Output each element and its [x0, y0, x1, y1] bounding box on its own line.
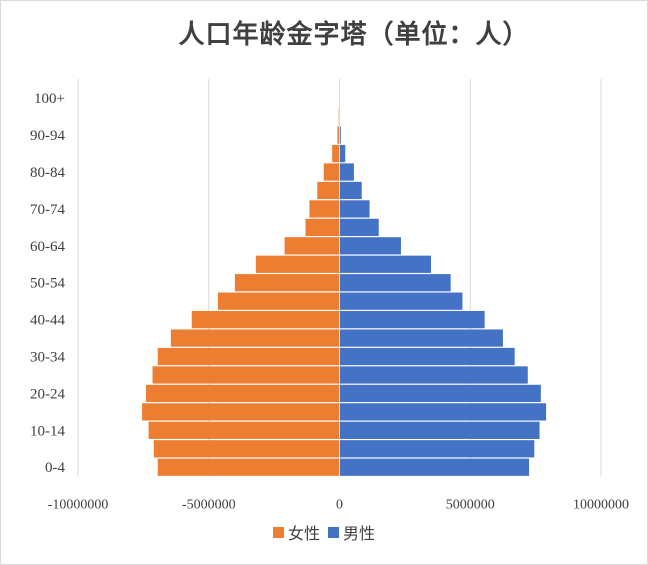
legend-swatch-female	[272, 526, 284, 538]
y-tick-label: 30-34	[30, 350, 65, 366]
bar-female-45-49	[217, 292, 340, 310]
bar-male-10-14	[339, 421, 540, 439]
legend: 女性 男性	[0, 520, 648, 544]
bar-female-10-14	[148, 421, 340, 439]
bar-male-55-59	[339, 255, 432, 273]
bar-female-50-54	[234, 274, 340, 292]
bar-female-60-64	[284, 237, 340, 255]
x-tick-label: 0	[336, 497, 343, 512]
bar-female-85-89	[332, 144, 340, 163]
bars	[142, 89, 547, 477]
bar-male-85-89	[339, 144, 346, 163]
bar-male-90-94	[339, 126, 341, 144]
y-tick-label: 60-64	[30, 239, 65, 255]
bar-male-45-49	[339, 292, 463, 310]
y-tick-label: 80-84	[30, 165, 65, 181]
y-tick-label: 10-14	[30, 423, 65, 439]
x-tick-label: 10000000	[573, 497, 629, 512]
bar-female-20-24	[145, 384, 340, 403]
bar-male-70-74	[339, 200, 370, 218]
bar-male-25-29	[339, 366, 528, 384]
legend-swatch-male	[328, 526, 339, 538]
y-axis-labels: 0-4 10-14 20-24 30-34 40-44 50-54 60-64 70-74 80…	[30, 91, 65, 476]
bar-male-40-44	[339, 311, 485, 329]
bar-female-25-29	[152, 366, 340, 384]
x-tick-label: -10000000	[48, 497, 109, 512]
y-tick-label: 100+	[34, 91, 65, 107]
y-tick-label: 70-74	[30, 202, 65, 218]
bar-male-30-34	[339, 347, 515, 366]
bar-female-40-44	[191, 311, 340, 329]
x-tick-label: -5000000	[182, 497, 236, 512]
bar-male-20-24	[339, 384, 541, 403]
bar-female-35-39	[170, 329, 340, 347]
bar-male-50-54	[339, 274, 451, 292]
bar-male-15-19	[339, 403, 547, 421]
y-tick-label: 20-24	[30, 386, 65, 402]
bar-male-0-4	[339, 458, 530, 476]
legend-item-male: 男性	[328, 520, 375, 544]
x-tick-label: 5000000	[446, 497, 495, 512]
x-axis-labels: -10000000 -5000000 0 5000000 10000000	[48, 497, 629, 512]
bar-male-65-69	[339, 218, 379, 236]
bar-male-60-64	[339, 237, 401, 255]
bar-male-80-84	[339, 163, 354, 181]
bar-female-90-94	[337, 126, 340, 144]
bar-female-65-69	[305, 218, 340, 236]
bar-male-35-39	[339, 329, 503, 347]
bar-female-55-59	[255, 255, 340, 273]
bar-female-5-9	[153, 440, 340, 458]
y-tick-label: 0-4	[45, 460, 65, 476]
bar-male-5-9	[339, 440, 535, 458]
legend-label-female: 女性	[287, 524, 320, 543]
chart-title: 人口年龄金字塔（单位：人）	[178, 20, 530, 50]
y-tick-label: 40-44	[30, 313, 65, 329]
legend-label-male: 男性	[343, 524, 376, 543]
bar-female-30-34	[157, 347, 340, 366]
bar-female-70-74	[309, 200, 340, 218]
legend-item-female: 女性	[272, 520, 320, 544]
bar-male-75-79	[339, 181, 362, 200]
y-tick-label: 50-54	[30, 276, 65, 292]
bar-female-80-84	[323, 163, 340, 181]
bar-female-0-4	[157, 458, 340, 476]
bar-female-15-19	[142, 403, 340, 421]
bar-female-75-79	[317, 181, 340, 200]
y-tick-label: 90-94	[30, 128, 65, 144]
